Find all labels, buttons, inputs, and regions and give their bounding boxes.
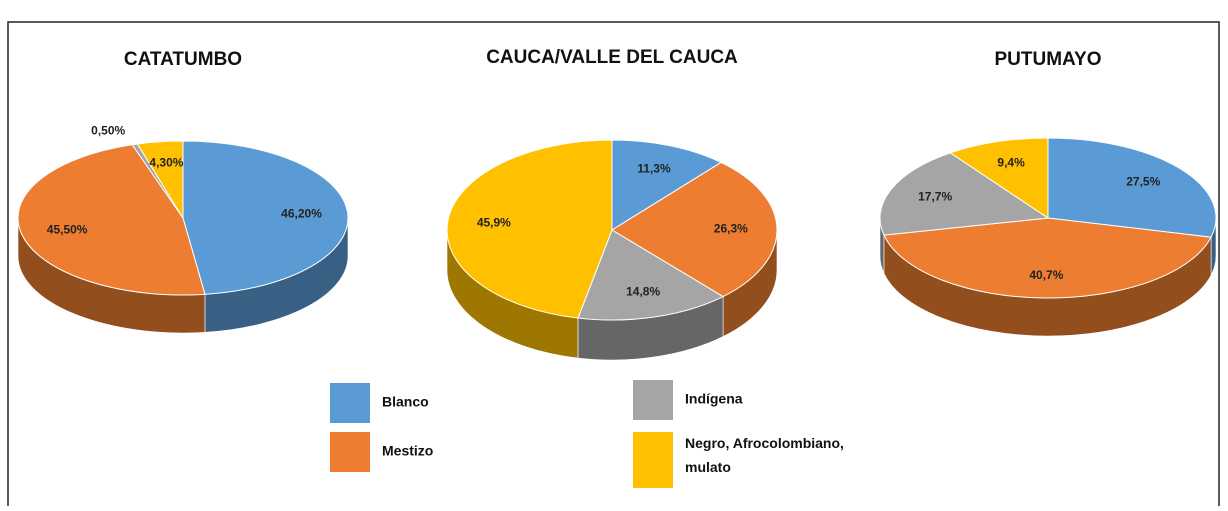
pie-slice [949, 137, 1049, 219]
legend-swatch [633, 432, 673, 488]
legend-label: Blanco [382, 394, 429, 410]
legend-label: Indígena [685, 391, 743, 407]
value-label: 45,9% [477, 215, 511, 229]
legend-swatch [330, 432, 370, 472]
value-label: 14,8% [626, 285, 660, 299]
pie-slice [611, 139, 723, 231]
chart-title: CATATUMBO [124, 49, 242, 70]
pie-slice [446, 139, 613, 319]
legend-swatch [330, 383, 370, 423]
pie-slice [611, 161, 778, 298]
value-label: 46,20% [281, 206, 322, 220]
legend-swatch [633, 380, 673, 420]
value-label: 17,7% [918, 189, 952, 203]
value-label: 11,3% [637, 162, 671, 176]
pie-slice [1047, 137, 1217, 238]
value-label: 4,30% [149, 155, 183, 169]
legend-label-text: Negro, Afrocolombiano, [685, 435, 844, 451]
pie-slice [577, 229, 725, 321]
legend-label: Negro, Afrocolombiano, mulato [685, 435, 844, 475]
legend-label-text: mulato [685, 459, 731, 475]
pie-slice [879, 152, 1050, 236]
chart-title: PUTUMAYO [995, 49, 1102, 70]
value-label: 9,4% [997, 155, 1025, 169]
value-label: 45,50% [47, 222, 88, 236]
pie-slice [883, 217, 1212, 299]
value-label: 40,7% [1029, 268, 1063, 282]
value-label: 26,3% [714, 222, 748, 236]
pie-slice [182, 140, 349, 295]
pie-slice [136, 140, 184, 220]
value-label: 27,5% [1126, 175, 1160, 189]
legend-label: Mestizo [382, 443, 433, 459]
frame [7, 21, 1220, 511]
chart-title: CAUCA/VALLE DEL CAUCA [486, 47, 738, 68]
value-label: 0,50% [91, 123, 125, 137]
